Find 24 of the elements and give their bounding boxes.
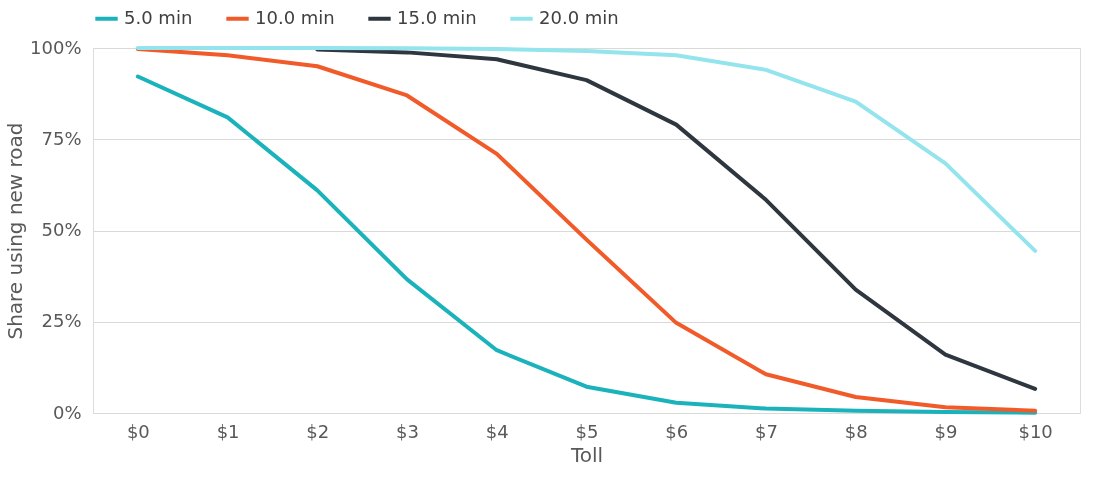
x-tick-label: $7 (755, 420, 778, 442)
y-tick-label: 50% (41, 219, 82, 240)
y-tick-label: 0% (52, 401, 82, 423)
x-tick-label: $0 (126, 420, 150, 442)
line-series (315, 47, 1038, 391)
line-series (135, 46, 1038, 253)
legend-label: 15.0 min (397, 6, 477, 28)
x-tick-label: $9 (934, 420, 958, 442)
x-tick-label: $2 (306, 420, 330, 442)
y-tick-label: 75% (41, 127, 82, 149)
x-tick-label: $5 (575, 420, 599, 442)
x-tick-label: $6 (665, 420, 689, 442)
y-axis-title: Share using new road (3, 122, 28, 340)
x-tick-label: $8 (844, 420, 868, 442)
y-tick-label: 25% (41, 310, 82, 332)
x-tick-label: $4 (485, 420, 509, 442)
y-tick-label: 100% (30, 36, 82, 58)
x-tick-label: $10 (1018, 420, 1053, 442)
legend-label: 5.0 min (124, 6, 193, 28)
legend-label: 20.0 min (539, 6, 619, 28)
x-tick-label: $1 (216, 420, 240, 442)
x-tick-label: $3 (396, 420, 419, 442)
x-axis-title: Toll (569, 442, 604, 467)
legend-label: 10.0 min (255, 6, 335, 28)
